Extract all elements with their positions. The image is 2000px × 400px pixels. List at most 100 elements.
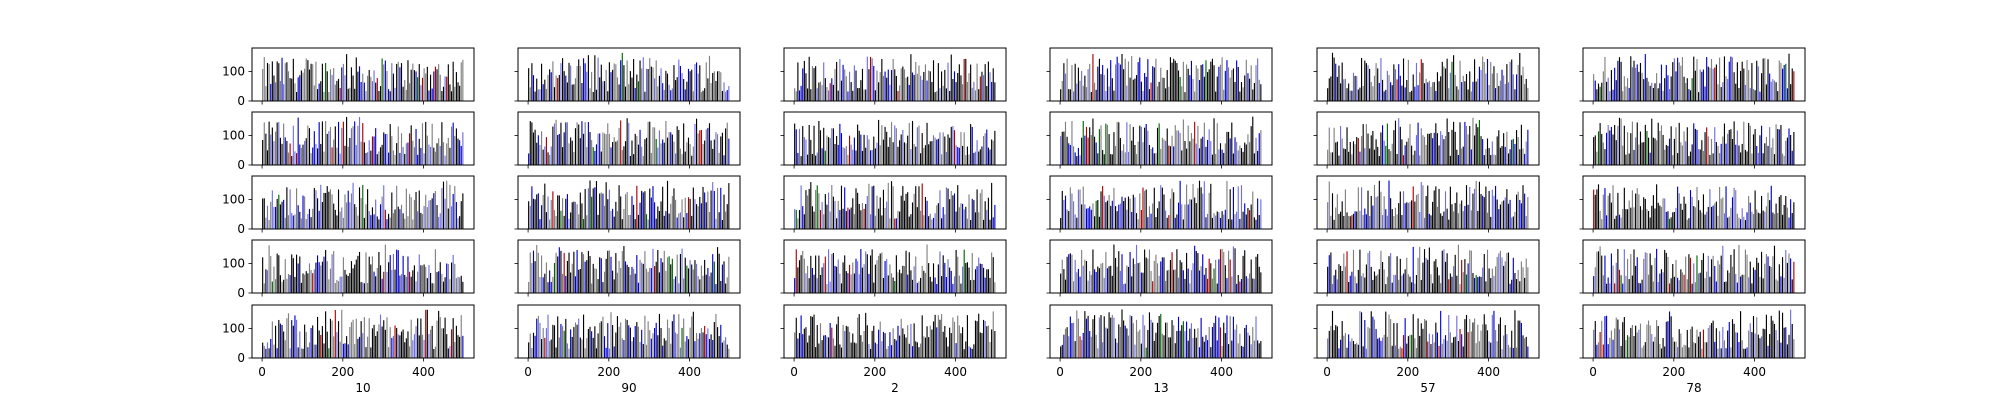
bar xyxy=(1377,338,1379,358)
bar xyxy=(571,84,573,101)
bar xyxy=(892,59,894,101)
bar xyxy=(848,71,851,101)
bar xyxy=(1740,70,1742,101)
bar xyxy=(397,206,399,229)
bar xyxy=(1790,199,1792,229)
bar xyxy=(937,138,939,165)
bar xyxy=(721,342,723,358)
bar xyxy=(1179,76,1181,101)
bar xyxy=(426,66,428,101)
bar xyxy=(417,271,419,293)
panel-r3-c4 xyxy=(1046,175,1273,233)
bar xyxy=(1394,120,1397,165)
x-tick-label: 400 xyxy=(678,365,701,379)
bar xyxy=(702,90,704,101)
bar xyxy=(1488,190,1490,229)
bar xyxy=(1095,142,1097,165)
bar xyxy=(1176,214,1178,229)
bar xyxy=(1707,136,1709,165)
bar xyxy=(346,202,348,229)
bar xyxy=(1114,145,1117,165)
bar xyxy=(1602,142,1604,165)
bar xyxy=(1743,348,1745,358)
bar xyxy=(953,321,956,358)
bar xyxy=(1398,64,1400,101)
bar xyxy=(347,275,349,293)
bar xyxy=(847,273,849,293)
bar xyxy=(367,189,369,229)
bar xyxy=(539,322,541,358)
bar xyxy=(1380,58,1382,101)
bar xyxy=(886,131,888,165)
bar xyxy=(1717,215,1719,229)
bar xyxy=(976,140,978,165)
bar xyxy=(1177,130,1180,165)
bar xyxy=(1673,341,1675,358)
bar xyxy=(633,337,635,358)
bar xyxy=(386,133,388,165)
bar xyxy=(1781,153,1784,165)
bar xyxy=(355,57,357,101)
y-tick-label: 100 xyxy=(222,322,245,336)
bar xyxy=(365,152,367,165)
bar xyxy=(986,269,988,293)
y-tick-label: 100 xyxy=(222,129,245,143)
bar xyxy=(1348,151,1350,165)
bar xyxy=(315,344,317,358)
bar xyxy=(1215,91,1217,101)
bar xyxy=(555,347,557,358)
bar xyxy=(1501,69,1503,101)
bar xyxy=(1084,204,1086,229)
bar xyxy=(1451,342,1453,358)
bar xyxy=(1419,155,1421,165)
bar xyxy=(890,70,893,101)
bar xyxy=(566,260,568,293)
bar xyxy=(367,336,369,358)
bar xyxy=(400,204,403,229)
bar xyxy=(1483,197,1485,229)
y-tick-label: 0 xyxy=(237,94,245,108)
panel-r1-c4 xyxy=(1046,47,1273,105)
bar xyxy=(578,59,580,101)
bar xyxy=(1412,154,1414,165)
bar xyxy=(829,83,831,101)
bar xyxy=(636,74,638,101)
bar xyxy=(1498,324,1500,358)
bar xyxy=(991,252,993,293)
bar xyxy=(400,133,403,165)
bar xyxy=(412,219,414,229)
bar xyxy=(608,62,610,101)
bar xyxy=(1095,200,1097,229)
bar xyxy=(720,72,722,101)
bar xyxy=(1681,209,1684,229)
bar xyxy=(349,273,351,293)
bar xyxy=(982,267,985,293)
bar xyxy=(562,326,564,358)
bar xyxy=(299,144,301,165)
bar xyxy=(1344,266,1346,293)
bar xyxy=(1155,254,1157,293)
bar xyxy=(1599,332,1601,358)
bar xyxy=(857,124,859,165)
bar xyxy=(1425,320,1427,358)
bar xyxy=(1672,155,1674,165)
bar xyxy=(1493,154,1495,165)
bar xyxy=(547,196,549,229)
bar xyxy=(568,218,570,229)
bar xyxy=(1514,273,1516,293)
bar xyxy=(1675,341,1677,358)
bar xyxy=(407,216,409,229)
bar xyxy=(654,266,656,293)
bar xyxy=(974,269,977,293)
bar xyxy=(1511,279,1513,293)
bar xyxy=(944,136,946,165)
bar xyxy=(360,141,362,165)
bar xyxy=(1762,328,1764,358)
bar xyxy=(1090,336,1092,358)
bar xyxy=(1348,83,1350,101)
bar xyxy=(1639,206,1642,229)
bar xyxy=(1218,317,1220,358)
bar xyxy=(1223,89,1225,101)
bar xyxy=(1071,254,1073,293)
bar xyxy=(713,261,715,293)
